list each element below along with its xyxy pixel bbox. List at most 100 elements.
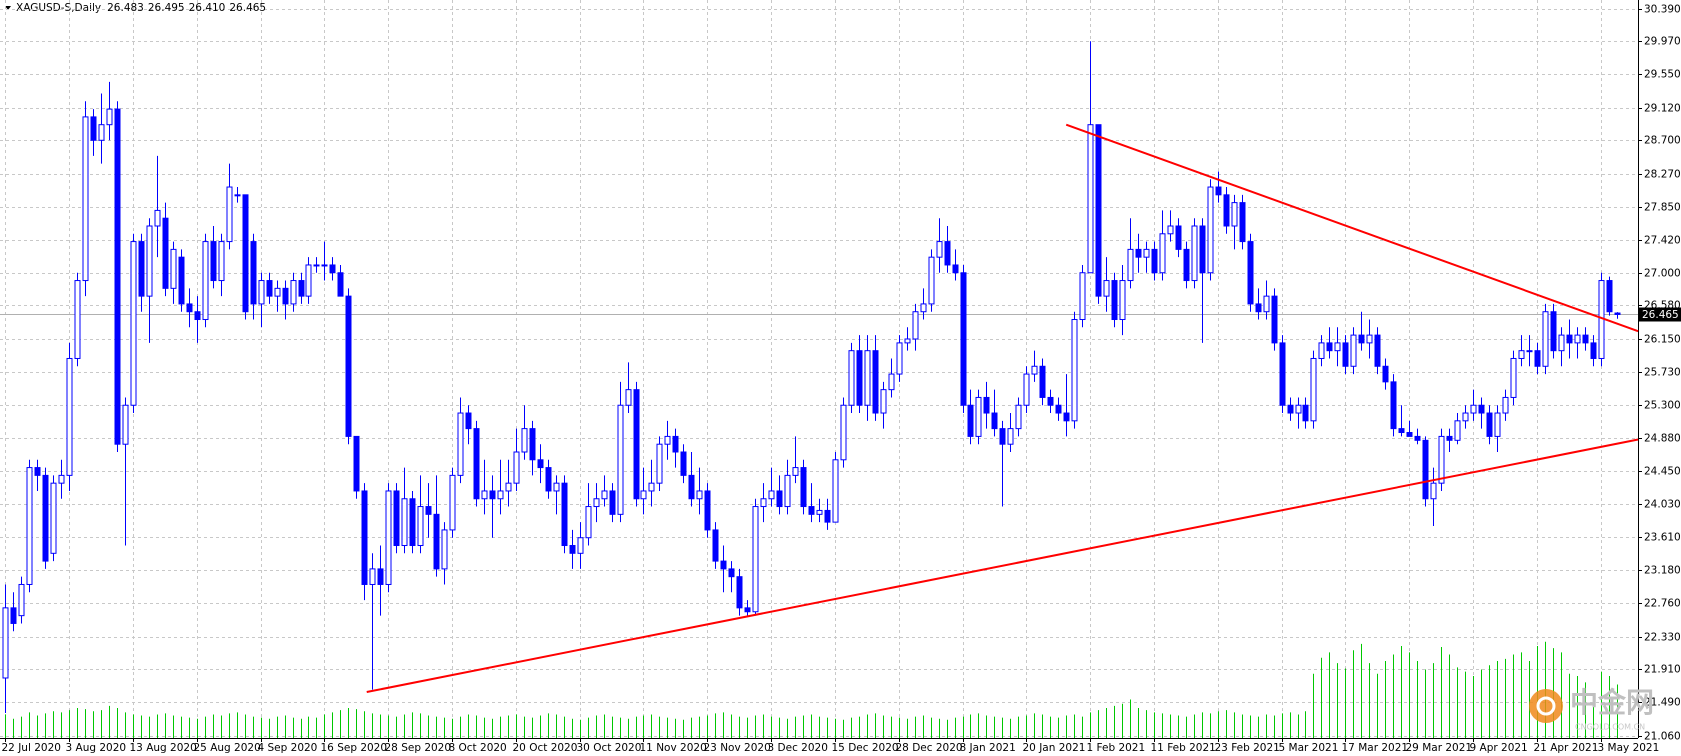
candle-body: [82, 116, 89, 282]
x-tick-label: 20 Jan 2021: [1023, 742, 1086, 754]
candle-body: [1055, 404, 1062, 414]
candle-body: [1470, 404, 1477, 414]
candle-body: [1247, 241, 1254, 305]
candle-body: [1558, 334, 1565, 352]
x-tick-label: 25 Aug 2020: [194, 742, 261, 754]
candle-body: [433, 513, 440, 570]
candle-body: [912, 311, 919, 340]
candle-body: [1406, 432, 1413, 437]
candle-body: [904, 338, 911, 344]
candle-body: [465, 412, 472, 430]
candle-body: [1398, 428, 1405, 434]
candle-body: [656, 443, 663, 484]
candle-body: [1207, 186, 1214, 274]
candle-body: [688, 474, 695, 500]
candle-body: [1342, 342, 1349, 367]
candle-body: [601, 490, 608, 500]
candle-body: [90, 116, 97, 141]
candle-body: [936, 241, 943, 258]
candle-body: [353, 435, 360, 492]
candle-body: [114, 108, 121, 445]
candle-body: [832, 459, 839, 523]
candle-body: [106, 108, 113, 126]
x-tick-label: 16 Sep 2020: [321, 742, 388, 754]
candle-body: [736, 576, 743, 609]
candle-body: [1095, 124, 1102, 297]
y-tick-label: 25.300: [1644, 400, 1681, 412]
x-tick-label: 4 Sep 2020: [258, 742, 318, 754]
header-value: 26.495: [148, 2, 185, 14]
candle-body: [1502, 396, 1509, 414]
y-tick-label: 21.910: [1644, 664, 1681, 676]
y-tick-label: 27.420: [1644, 235, 1681, 247]
menu-arrow[interactable]: [5, 6, 11, 10]
candle-body: [130, 241, 137, 406]
x-tick-label: 11 Nov 2020: [640, 742, 707, 754]
candle-body: [1015, 404, 1022, 430]
candle-body: [529, 428, 536, 461]
candle-body: [792, 467, 799, 476]
watermark-subtext: CNGOLD.COM.CN: [1575, 723, 1645, 732]
candle-body: [1422, 439, 1429, 500]
candle-body: [10, 607, 17, 624]
candle-body: [210, 241, 217, 282]
candle-body: [98, 124, 105, 141]
candle-body: [760, 498, 767, 508]
candle-body: [505, 482, 512, 492]
y-tick-label: 22.330: [1644, 632, 1681, 644]
candle-body: [1494, 412, 1501, 437]
y-tick-label: 23.180: [1644, 565, 1681, 577]
watermark-logo-ring: [1536, 696, 1556, 716]
x-tick-label: 21 Apr 2021: [1534, 742, 1599, 754]
candle-body: [282, 287, 289, 305]
candle-body: [473, 428, 480, 500]
candle-body: [1031, 365, 1038, 375]
candle-body: [1039, 365, 1046, 398]
candle-body: [824, 509, 831, 523]
candle-body: [1550, 311, 1557, 352]
candle-body: [457, 412, 464, 476]
candle-body: [1382, 365, 1389, 383]
candle-body: [704, 490, 711, 531]
candle-body: [888, 373, 895, 391]
x-tick-label: 28 Dec 2020: [896, 742, 963, 754]
candle-body: [178, 256, 185, 305]
candle-body: [1462, 412, 1469, 422]
candle-body: [170, 248, 177, 289]
x-tick-label: 29 Mar 2021: [1406, 742, 1473, 754]
candle-body: [305, 264, 312, 297]
candle-body: [345, 295, 352, 437]
candle-body: [369, 568, 376, 585]
candle-body: [1542, 311, 1549, 367]
candle-body: [672, 435, 679, 453]
candle-body: [122, 404, 129, 445]
candle-body: [1295, 404, 1302, 414]
candle-body: [74, 280, 81, 359]
header-value: 26.465: [229, 2, 266, 14]
candle-body: [250, 241, 257, 305]
candle-body: [194, 311, 201, 321]
chart-title: XAGUSD-S,Daily: [16, 2, 101, 14]
candle-body: [50, 482, 57, 554]
candle-body: [1271, 295, 1278, 344]
y-tick-label: 27.850: [1644, 202, 1681, 214]
candle-body: [752, 506, 759, 613]
candle-body: [1510, 357, 1517, 398]
candle-body: [481, 490, 488, 500]
y-tick-label: 26.150: [1644, 334, 1681, 346]
candle-body: [816, 509, 823, 515]
candle-body: [944, 241, 951, 266]
trendline: [366, 438, 1639, 694]
candle-body: [1127, 248, 1134, 282]
candle-body: [2, 607, 9, 679]
candle-body: [585, 506, 592, 539]
candle-body: [1518, 350, 1525, 359]
candle-body: [920, 303, 927, 313]
candle-body: [1614, 312, 1621, 315]
candle-body: [513, 451, 520, 484]
candle-body: [186, 303, 193, 313]
watermark-text: 中金网: [1570, 686, 1654, 719]
y-tick-label: 29.550: [1644, 69, 1681, 81]
